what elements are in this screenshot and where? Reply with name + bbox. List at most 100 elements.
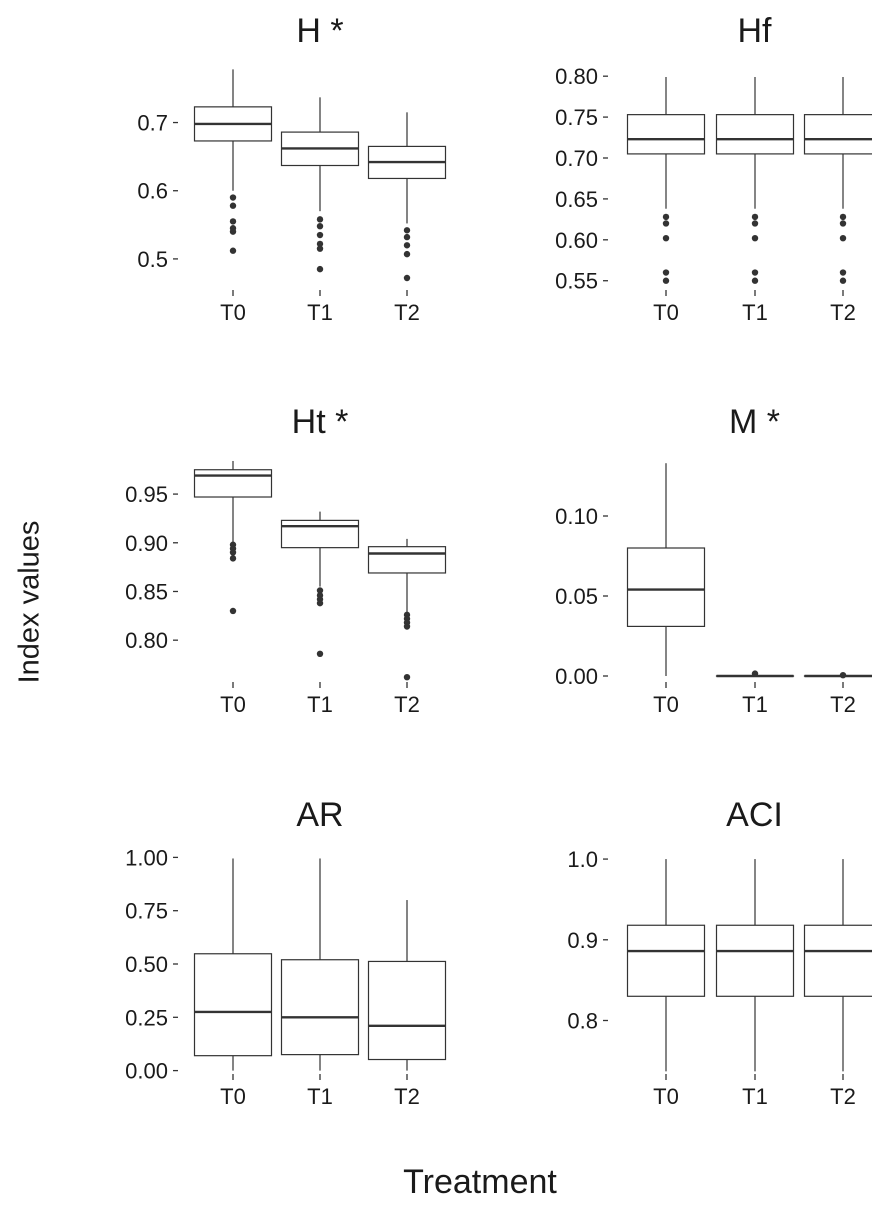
outlier-point: [752, 278, 758, 284]
outlier-point: [840, 220, 846, 226]
outlier-point: [752, 670, 758, 676]
outlier-point: [663, 278, 669, 284]
x-axis-label: Treatment: [403, 1163, 557, 1202]
outlier-point: [317, 245, 323, 251]
box: [805, 925, 872, 996]
box: [717, 115, 794, 154]
y-tick-label: 0.9: [567, 928, 598, 953]
y-tick-label: 0.95: [125, 482, 168, 507]
x-tick-label: T2: [830, 1084, 856, 1109]
outlier-point: [230, 549, 236, 555]
y-tick-label: 0.90: [125, 531, 168, 556]
x-tick-label: T2: [394, 300, 420, 325]
box: [195, 470, 272, 497]
box: [369, 961, 446, 1059]
x-tick-label: T2: [394, 692, 420, 717]
outlier-point: [840, 269, 846, 275]
y-tick-label: 0.7: [137, 111, 168, 136]
x-tick-label: T1: [307, 692, 333, 717]
y-tick-label: 0.60: [555, 228, 598, 253]
x-tick-label: T0: [220, 300, 246, 325]
panel-title: M *: [729, 403, 780, 441]
outlier-point: [663, 269, 669, 275]
y-tick-label: 0.70: [555, 146, 598, 171]
outlier-point: [663, 235, 669, 241]
x-tick-label: T1: [307, 1084, 333, 1109]
box: [805, 115, 872, 154]
box: [282, 520, 359, 547]
outlier-point: [404, 242, 410, 248]
outlier-point: [404, 251, 410, 257]
outlier-point: [404, 275, 410, 281]
panel-title: AR: [296, 796, 343, 834]
y-tick-label: 0.75: [125, 899, 168, 924]
x-tick-label: T0: [220, 692, 246, 717]
y-axis-label: Index values: [14, 521, 47, 684]
outlier-point: [752, 220, 758, 226]
box: [369, 547, 446, 573]
outlier-point: [404, 674, 410, 680]
y-tick-label: 0.75: [555, 105, 598, 130]
y-tick-label: 0.8: [567, 1009, 598, 1034]
x-tick-label: T0: [653, 300, 679, 325]
x-tick-label: T0: [653, 692, 679, 717]
outlier-point: [317, 216, 323, 222]
outlier-point: [317, 223, 323, 229]
y-tick-label: 1.0: [567, 847, 598, 872]
outlier-point: [230, 248, 236, 254]
y-tick-label: 0.5: [137, 247, 168, 272]
x-tick-label: T2: [830, 300, 856, 325]
outlier-point: [317, 266, 323, 272]
x-tick-label: T1: [307, 300, 333, 325]
outlier-point: [752, 235, 758, 241]
outlier-point: [752, 214, 758, 220]
y-tick-label: 0.00: [125, 1059, 168, 1084]
x-tick-label: T1: [742, 1084, 768, 1109]
outlier-point: [230, 203, 236, 209]
box: [628, 115, 705, 154]
y-tick-label: 0.80: [555, 64, 598, 89]
panel-title: Ht *: [292, 403, 349, 441]
x-tick-label: T0: [653, 1084, 679, 1109]
outlier-point: [404, 227, 410, 233]
y-tick-label: 0.85: [125, 579, 168, 604]
y-tick-label: 0.25: [125, 1005, 168, 1030]
outlier-point: [230, 555, 236, 561]
x-tick-label: T0: [220, 1084, 246, 1109]
outlier-point: [317, 651, 323, 657]
box: [282, 960, 359, 1055]
y-tick-label: 0.00: [555, 664, 598, 689]
y-tick-label: 0.80: [125, 628, 168, 653]
outlier-point: [663, 214, 669, 220]
y-tick-label: 0.10: [555, 504, 598, 529]
outlier-point: [404, 623, 410, 629]
box: [717, 925, 794, 996]
panel-title: H *: [296, 12, 343, 50]
panel-title: ACI: [726, 796, 783, 834]
outlier-point: [230, 194, 236, 200]
outlier-point: [317, 232, 323, 238]
x-tick-label: T2: [830, 692, 856, 717]
outlier-point: [840, 672, 846, 678]
outlier-point: [317, 600, 323, 606]
x-tick-label: T1: [742, 300, 768, 325]
box: [628, 548, 705, 626]
box: [195, 954, 272, 1056]
y-tick-label: 0.50: [125, 952, 168, 977]
x-tick-label: T1: [742, 692, 768, 717]
outlier-point: [230, 608, 236, 614]
outlier-point: [230, 228, 236, 234]
panel-title: Hf: [738, 12, 773, 50]
y-tick-label: 0.05: [555, 584, 598, 609]
y-tick-label: 0.55: [555, 269, 598, 294]
y-tick-label: 1.00: [125, 845, 168, 870]
y-tick-label: 0.6: [137, 179, 168, 204]
outlier-point: [752, 269, 758, 275]
outlier-point: [840, 214, 846, 220]
outlier-point: [663, 220, 669, 226]
outlier-point: [404, 234, 410, 240]
y-tick-label: 0.65: [555, 187, 598, 212]
outlier-point: [230, 218, 236, 224]
